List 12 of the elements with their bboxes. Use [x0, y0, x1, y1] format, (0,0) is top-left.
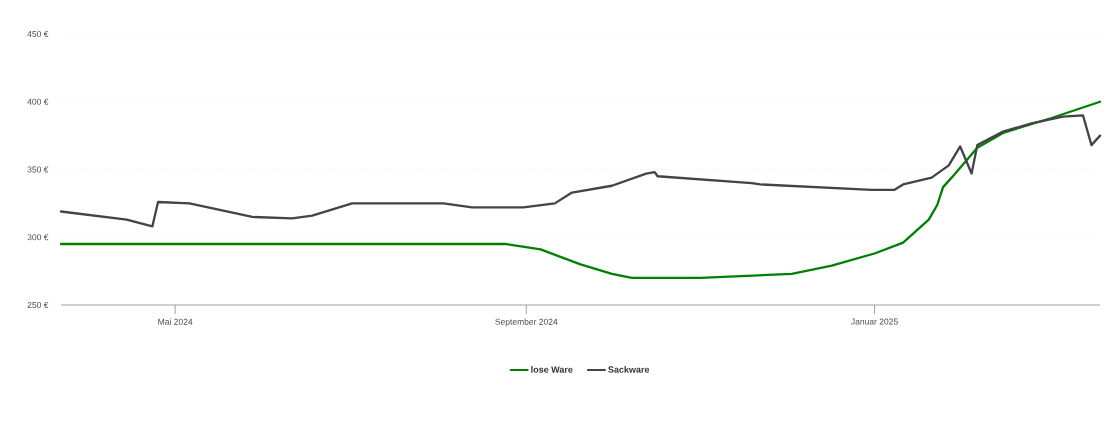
line-series — [59, 114, 1102, 228]
legend-label: Sackware — [608, 366, 650, 373]
y-tick-label: 300 € — [27, 234, 49, 241]
line-series — [59, 100, 1102, 280]
x-tick-label: Mai 2024 — [158, 318, 193, 325]
x-tick-label: September 2024 — [495, 318, 558, 327]
y-tick-label: 400 € — [27, 98, 49, 105]
y-tick-label: 250 € — [27, 302, 49, 308]
x-tick-label: Januar 2025 — [851, 318, 898, 325]
y-tick-label: 450 € — [27, 30, 49, 37]
y-tick-label: 350 € — [27, 166, 49, 173]
legend-label: lose Ware — [531, 366, 573, 373]
